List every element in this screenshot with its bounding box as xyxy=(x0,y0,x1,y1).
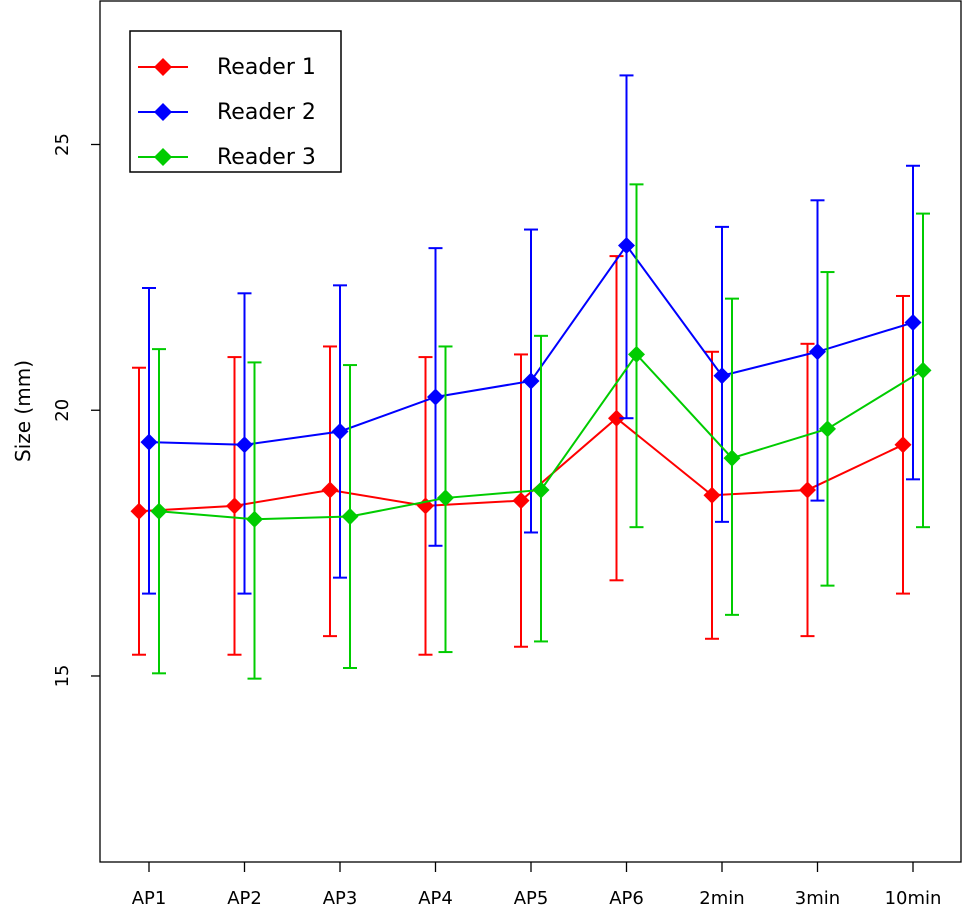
series-reader-1 xyxy=(130,255,912,656)
data-point xyxy=(608,409,625,427)
legend-marker xyxy=(154,58,172,76)
data-point xyxy=(427,388,444,406)
x-axis: AP1 AP2 AP3 AP4 AP5 AP6 2min 3min 10min xyxy=(132,862,942,909)
x-tick-label: AP5 xyxy=(514,888,549,909)
legend-item: Reader 2 xyxy=(138,100,316,125)
data-point xyxy=(799,481,816,499)
data-point xyxy=(150,502,168,520)
x-tick-label: 3min xyxy=(795,888,840,909)
series-reader-3 xyxy=(150,183,932,680)
data-point xyxy=(331,423,349,440)
x-tick-label: AP1 xyxy=(132,888,167,909)
data-point xyxy=(894,436,912,454)
x-tick-label: 2min xyxy=(699,888,744,909)
y-axis: 15 20 25 xyxy=(52,133,100,687)
x-tick-label: AP6 xyxy=(609,888,644,909)
data-point xyxy=(512,492,530,510)
legend-box xyxy=(129,30,342,173)
y-tick-label: 25 xyxy=(52,133,73,156)
x-tick-label: AP2 xyxy=(227,888,262,909)
data-point xyxy=(713,367,731,385)
legend-item: Reader 1 xyxy=(138,55,316,80)
legend-label: Reader 1 xyxy=(217,55,316,80)
data-point xyxy=(532,481,550,499)
legend-marker xyxy=(154,148,172,166)
y-tick-label: 20 xyxy=(52,399,73,422)
data-point xyxy=(618,236,635,254)
data-point xyxy=(703,486,721,504)
data-point xyxy=(246,510,263,528)
data-point xyxy=(140,433,158,451)
data-point xyxy=(628,345,645,363)
data-point xyxy=(809,343,826,361)
data-point xyxy=(130,502,148,520)
y-tick-label: 15 xyxy=(52,665,73,688)
data-point xyxy=(341,508,359,526)
data-point xyxy=(819,420,836,438)
x-tick-label: 10min xyxy=(885,888,942,909)
x-tick-label: AP3 xyxy=(323,888,358,909)
y-axis-label: Size (mm) xyxy=(11,360,35,462)
data-point xyxy=(522,372,540,390)
legend-label: Reader 2 xyxy=(217,100,316,125)
series-reader-2 xyxy=(140,74,922,595)
series-layer xyxy=(130,74,932,680)
x-tick-label: AP4 xyxy=(418,888,453,909)
data-point xyxy=(437,489,454,507)
data-point xyxy=(236,436,253,454)
legend-item: Reader 3 xyxy=(138,145,316,170)
legend-marker xyxy=(154,103,172,121)
data-point xyxy=(914,361,932,379)
legend: Reader 1 Reader 2 Reader 3 xyxy=(129,30,342,173)
data-point xyxy=(321,481,339,499)
data-point xyxy=(904,314,922,332)
legend-label: Reader 3 xyxy=(217,145,316,170)
data-point xyxy=(226,497,243,515)
data-point xyxy=(723,449,741,467)
